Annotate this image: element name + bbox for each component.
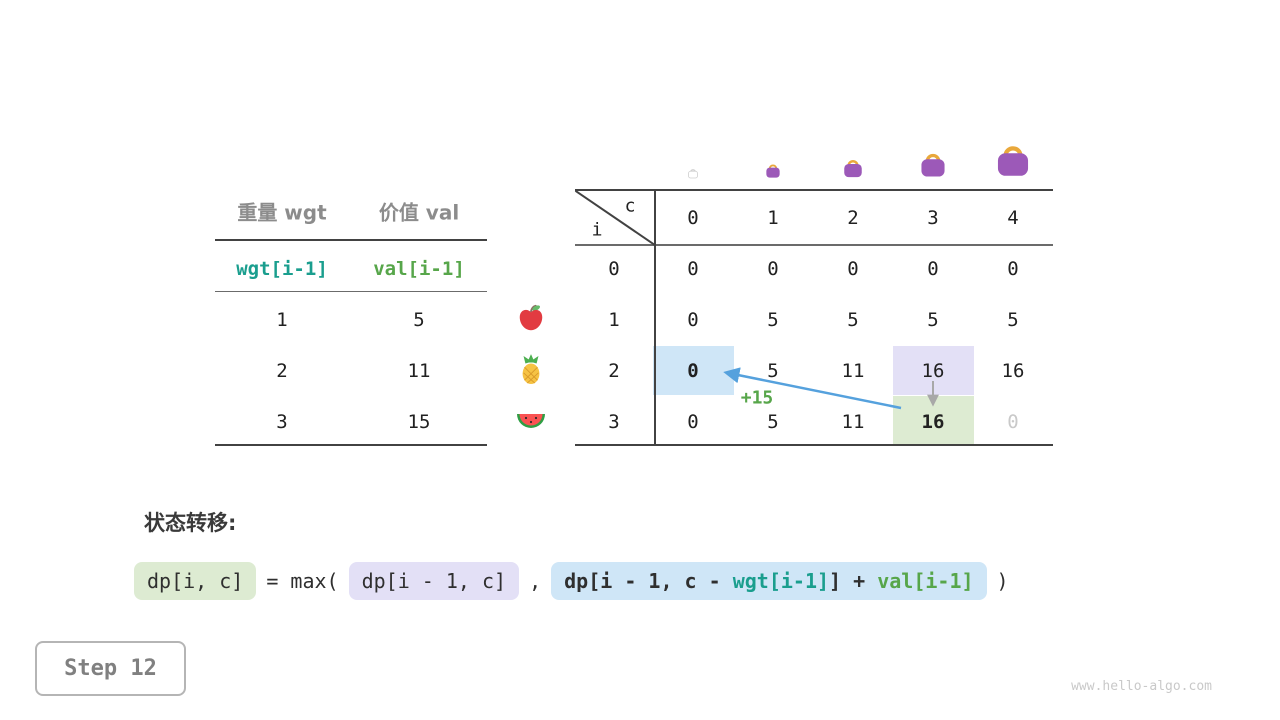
formula-option2-mid: ] +	[829, 569, 878, 593]
formula-close-paren: )	[996, 569, 1009, 593]
bag-icon-capacity-2	[841, 154, 866, 179]
dp-cell: 0	[847, 258, 859, 280]
bag-icon-capacity-4	[992, 136, 1035, 179]
dp-corner-col-var: c	[624, 195, 636, 217]
items-table-bottom-divider	[215, 444, 487, 446]
formula-option1-box: dp[i - 1, c]	[348, 562, 520, 600]
formula-option2-val: val[i-1]	[877, 569, 974, 593]
items-table-formula-divider	[215, 291, 487, 292]
dp-cell: 0	[687, 258, 699, 280]
dp-col-header: 3	[927, 207, 939, 229]
dp-cell: 0	[767, 258, 779, 280]
dp-col-header: 2	[847, 207, 859, 229]
dp-cell-current: 16	[921, 411, 945, 433]
dp-table-bottom-divider	[575, 444, 1053, 446]
formula-option2-wgt: wgt[i-1]	[732, 569, 830, 593]
dp-cell: 0	[687, 411, 699, 433]
dp-col-header: 1	[767, 207, 779, 229]
watermelon-icon	[516, 409, 546, 433]
dp-cell-source: 0	[687, 360, 699, 382]
transition-heading: 状态转移:	[144, 511, 237, 535]
dp-cell: 5	[767, 411, 779, 433]
dp-cell: 0	[927, 258, 939, 280]
formula-option2-box: dp[i - 1, c - wgt[i-1]] + val[i-1]	[551, 562, 987, 600]
dp-cell: 16	[1001, 360, 1025, 382]
bag-icon-capacity-3	[917, 146, 950, 179]
dp-cell: 5	[847, 309, 859, 331]
dp-row-header: 1	[608, 309, 620, 331]
item-2-weight: 2	[276, 360, 288, 382]
apple-icon	[516, 303, 546, 333]
add-value-annotation: +15	[740, 387, 774, 409]
highlight-cell-source-blue	[653, 346, 734, 395]
items-table-header-wgt: 重量 wgt	[237, 200, 327, 225]
dp-cell-pending: 0	[1007, 411, 1019, 433]
dp-cell: 0	[687, 309, 699, 331]
transition-formula: dp[i, c] = max( dp[i - 1, c] , dp[i - 1,…	[134, 562, 1009, 600]
pineapple-icon	[517, 354, 545, 386]
dp-cell: 0	[1007, 258, 1019, 280]
items-table-header-val: 价值 val	[378, 200, 460, 225]
items-table-val-formula: val[i-1]	[373, 258, 465, 280]
dp-cell: 5	[767, 309, 779, 331]
watermark: www.hello-algo.com	[1071, 679, 1212, 694]
dp-cell: 5	[767, 360, 779, 382]
dp-cell: 11	[841, 360, 865, 382]
items-table-header-divider	[215, 239, 487, 241]
item-2-value: 11	[407, 360, 431, 382]
dp-cell: 5	[927, 309, 939, 331]
dp-table-vertical-divider	[654, 189, 656, 446]
item-1-weight: 1	[276, 309, 288, 331]
dp-row-header: 2	[608, 360, 620, 382]
bag-icon-capacity-1	[764, 160, 783, 179]
dp-col-header: 4	[1007, 207, 1019, 229]
dp-col-header: 0	[687, 207, 699, 229]
dp-cell: 5	[1007, 309, 1019, 331]
formula-comma: ,	[529, 569, 542, 593]
dp-table-header-divider	[575, 244, 1053, 246]
items-table-wgt-formula: wgt[i-1]	[236, 258, 328, 280]
formula-equals: = max(	[266, 569, 339, 593]
step-label: Step 12	[35, 641, 186, 696]
dp-table-corner-diagonal	[575, 190, 656, 246]
dp-row-header: 3	[608, 411, 620, 433]
dp-corner-row-var: i	[591, 219, 603, 241]
bag-icon-capacity-0	[687, 166, 700, 179]
formula-option2-prefix: dp[i - 1, c -	[564, 569, 733, 593]
dp-row-header: 0	[608, 258, 620, 280]
formula-lhs-box: dp[i, c]	[134, 562, 257, 600]
item-3-value: 15	[407, 411, 431, 433]
item-1-value: 5	[413, 309, 425, 331]
dp-cell: 11	[841, 411, 865, 433]
dp-cell-previous: 16	[921, 360, 945, 382]
dp-table-top-divider	[575, 189, 1053, 191]
item-3-weight: 3	[276, 411, 288, 433]
